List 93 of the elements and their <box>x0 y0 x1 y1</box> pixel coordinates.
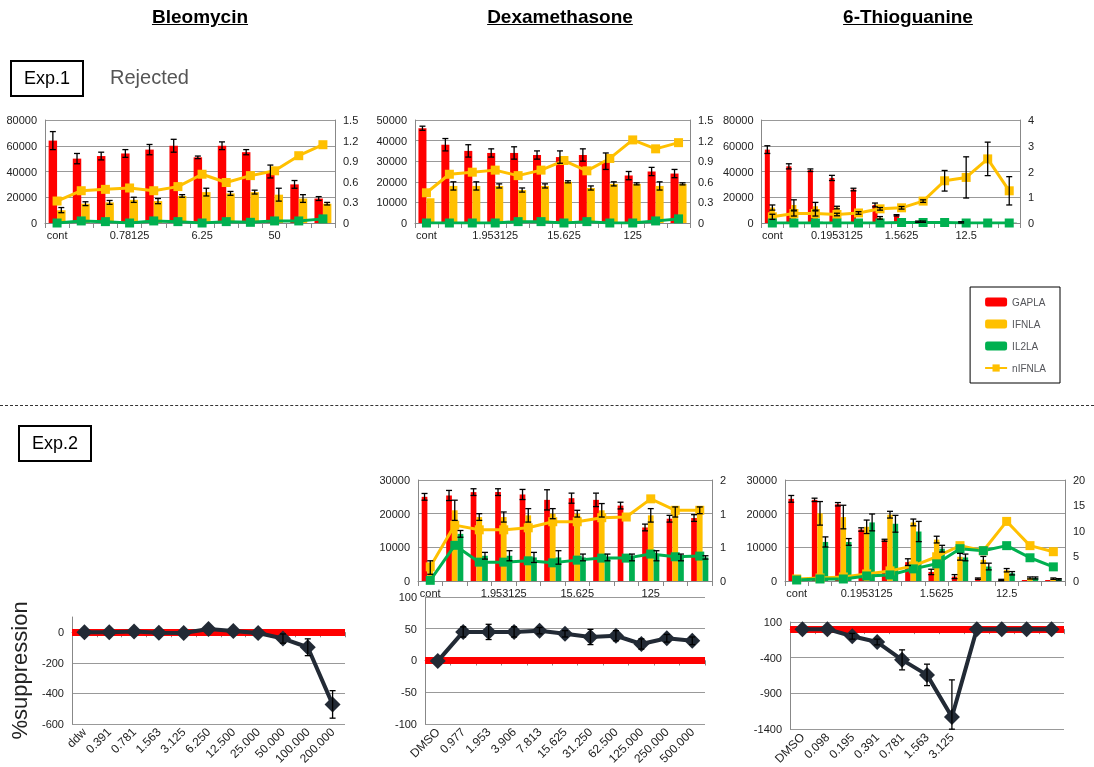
y-tick-label: -50 <box>401 686 417 699</box>
y-tick-label: -400 <box>759 651 782 664</box>
y2-tick-label: 0.6 <box>698 175 714 188</box>
y2-tick-label: 2 <box>1028 165 1035 178</box>
x-tick-label: 15.625 <box>547 228 581 241</box>
x-tick-label: 50 <box>268 228 281 241</box>
chart-title: Bleomycin <box>151 6 249 28</box>
y2-tick-label: 0.3 <box>343 196 359 209</box>
y-tick-label: 0 <box>403 575 410 587</box>
y2-tick-label: 1 <box>720 507 727 520</box>
y-tick-label: 0 <box>57 626 64 639</box>
y2-tick-label: 0.6 <box>343 175 359 188</box>
x-tick-label: cont <box>419 586 441 599</box>
y2-tick-label: 3 <box>1028 139 1035 152</box>
y2-tick-label: 1 <box>720 541 727 554</box>
x-tick-label: 1.5625 <box>919 586 954 599</box>
y-tick-label: 50 <box>404 622 417 635</box>
y-tick-label: 100 <box>763 616 782 628</box>
chart-title: Dexamethasone <box>487 6 633 28</box>
y2-tick-label: 1.2 <box>698 134 714 147</box>
y-tick-label: 40000 <box>6 165 37 178</box>
y2-tick-label: 2 <box>720 474 727 486</box>
text: Rejected <box>110 66 189 89</box>
y-tick-label: 10000 <box>746 541 777 554</box>
y-tick-label: -1400 <box>753 723 782 736</box>
legend-label: IFNLA <box>1012 318 1041 330</box>
y-axis-title: %suppression <box>6 601 32 740</box>
y-tick-label: 20000 <box>379 507 410 520</box>
y-tick-label: -400 <box>41 687 64 700</box>
x-tick-label: 125 <box>623 228 642 241</box>
legend-label: nIFNLA <box>1012 362 1047 374</box>
y-tick-label: 20000 <box>722 191 754 204</box>
y2-tick-label: 1.5 <box>343 114 359 126</box>
x-tick-label: 15.625 <box>560 586 595 599</box>
y-tick-label: 60000 <box>6 139 37 152</box>
y-tick-label: 30000 <box>379 474 410 486</box>
y-tick-label: 20000 <box>6 191 37 204</box>
y-tick-label: -100 <box>394 717 417 730</box>
y-tick-label: 0 <box>747 217 754 229</box>
y-tick-label: 60000 <box>722 139 754 152</box>
x-tick-label: 0.78125 <box>109 228 150 241</box>
x-tick-label: 0.1953125 <box>840 586 893 599</box>
y-tick-label: 0 <box>400 217 407 229</box>
y2-tick-label: 0 <box>1028 217 1035 229</box>
y2-tick-label: 15 <box>1073 499 1086 512</box>
y-tick-label: 40000 <box>722 165 754 178</box>
legend-label: GAPLA <box>1012 296 1046 308</box>
y2-tick-label: 1.2 <box>343 134 359 147</box>
y-tick-label: -900 <box>759 687 782 700</box>
y-tick-label: 50000 <box>376 114 407 126</box>
x-tick-label: 0.1953125 <box>810 228 863 241</box>
text: Exp.1 <box>10 60 85 97</box>
y2-tick-label: 10 <box>1073 524 1086 537</box>
y2-tick-label: 20 <box>1073 474 1086 486</box>
y-tick-label: 10000 <box>379 541 410 554</box>
x-tick-label: cont <box>761 228 783 241</box>
x-tick-label: 12.5 <box>995 586 1018 599</box>
y2-tick-label: 0.9 <box>698 155 714 168</box>
x-tick-label: 1.953125 <box>472 228 519 241</box>
x-tick-label: 12.5 <box>955 228 977 241</box>
x-tick-label: 1.953125 <box>480 586 527 599</box>
y-tick-label: 80000 <box>6 114 37 126</box>
y2-tick-label: 0 <box>698 217 705 229</box>
y2-tick-label: 4 <box>1028 114 1035 126</box>
y2-tick-label: 0.9 <box>343 155 359 168</box>
y2-tick-label: 0 <box>1073 575 1080 587</box>
chart-title: 6-Thioguanine <box>843 6 973 28</box>
x-tick-label: cont <box>46 228 68 241</box>
y-tick-label: 10000 <box>376 196 407 209</box>
y2-tick-label: 0.3 <box>698 196 714 209</box>
y-tick-label: 20000 <box>376 175 407 188</box>
y-tick-label: -600 <box>41 717 64 730</box>
y-tick-label: 0 <box>30 217 37 229</box>
x-tick-label: 1.5625 <box>884 228 919 241</box>
y2-tick-label: 0 <box>343 217 350 229</box>
x-tick-label: cont <box>416 228 437 241</box>
y-tick-label: 0 <box>770 575 777 587</box>
y2-tick-label: 1.5 <box>698 114 714 126</box>
y-tick-label: -200 <box>41 656 64 669</box>
x-tick-label: 6.25 <box>191 228 213 241</box>
legend-label: IL2LA <box>1012 340 1039 352</box>
y-tick-label: 20000 <box>746 507 777 520</box>
y2-tick-label: 5 <box>1073 549 1080 562</box>
y-tick-label: 40000 <box>376 134 407 147</box>
y-tick-label: 100 <box>398 591 417 603</box>
text: Exp.2 <box>18 425 93 462</box>
x-tick-label: cont <box>786 586 808 599</box>
x-tick-label: 125 <box>641 586 660 599</box>
y-tick-label: 30000 <box>376 155 407 168</box>
y-tick-label: 80000 <box>722 114 754 126</box>
y-tick-label: 0 <box>410 654 417 667</box>
y-tick-label: 30000 <box>746 474 777 486</box>
y2-tick-label: 1 <box>1028 191 1035 204</box>
